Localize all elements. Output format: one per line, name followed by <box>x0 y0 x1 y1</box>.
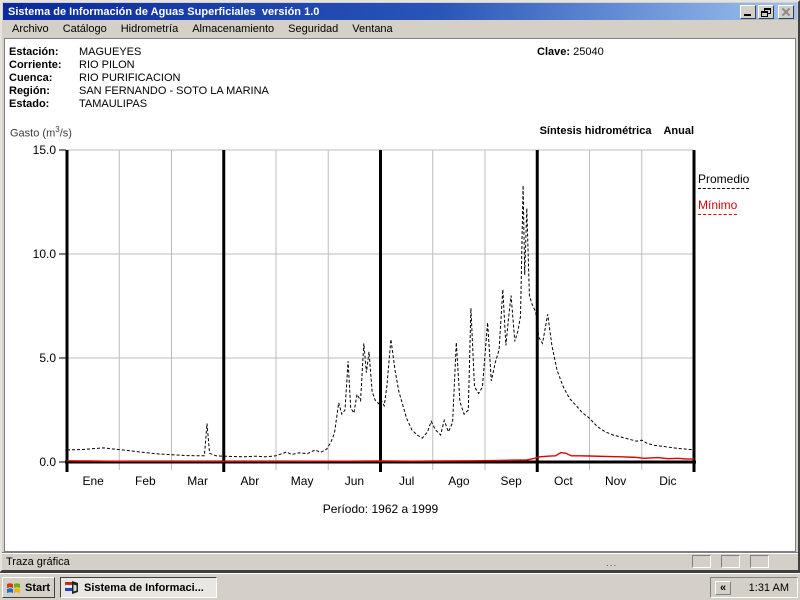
taskbar-clock: 1:31 AM <box>748 581 789 594</box>
flow-chart: 0.0 5.0 10.0 15.0 Ene Feb Mar Abr May Jun Jul Ago Se… <box>33 143 696 488</box>
start-label: Start <box>25 581 51 594</box>
cuenca-value: RIO PURIFICACION <box>79 72 181 84</box>
svg-text:May: May <box>291 474 314 488</box>
minimize-icon <box>744 13 751 16</box>
svg-text:5.0: 5.0 <box>39 351 56 365</box>
estacion-value: MAGUEYES <box>79 46 142 58</box>
svg-text:Jun: Jun <box>345 474 364 488</box>
info-row-corriente: Corriente: RIO PILON <box>9 59 135 71</box>
window-title: Sistema de Información de Aguas Superfic… <box>8 5 320 18</box>
region-value: SAN FERNANDO - SOTO LA MARINA <box>79 85 269 97</box>
start-button[interactable]: Start <box>2 577 55 598</box>
info-row-cuenca: Cuenca: RIO PURIFICACION <box>9 72 181 84</box>
statusbar-grip-dots: ... <box>606 558 618 569</box>
chart-title: Síntesis hidrométrica Anual <box>539 125 694 137</box>
system-tray: « 1:31 AM <box>710 577 798 598</box>
close-button[interactable] <box>778 4 794 19</box>
svg-text:Mar: Mar <box>187 474 208 488</box>
menu-bar: Archivo Catálogo Hidrometría Almacenamie… <box>3 20 797 38</box>
svg-text:Sep: Sep <box>500 474 522 488</box>
status-panel-1 <box>692 555 711 568</box>
status-panel-2 <box>721 555 740 568</box>
svg-text:15.0: 15.0 <box>33 143 57 157</box>
document-area: Estación: MAGUEYES Corriente: RIO PILON Cu… <box>4 38 796 552</box>
menu-almacenamiento[interactable]: Almacenamiento <box>192 23 275 35</box>
taskbar-task-sistema[interactable]: Sistema de Informaci... <box>60 577 217 598</box>
status-bar: Traza gráfica ... <box>2 552 798 570</box>
clave-value: 25040 <box>573 46 604 58</box>
info-row-estado: Estado: TAMAULIPAS <box>9 98 148 110</box>
corriente-value: RIO PILON <box>79 59 135 71</box>
svg-text:Jul: Jul <box>399 474 414 488</box>
status-panel-3 <box>750 555 769 568</box>
info-row-region: Región: SAN FERNANDO - SOTO LA MARINA <box>9 85 269 97</box>
svg-text:Ago: Ago <box>448 474 470 488</box>
svg-text:Nov: Nov <box>605 474 626 488</box>
info-row-estacion: Estación: MAGUEYES <box>9 46 142 58</box>
menu-hidrometria[interactable]: Hidrometría <box>120 23 179 35</box>
svg-text:0.0: 0.0 <box>39 455 56 469</box>
y-axis-title: Gasto (m3/s) <box>10 125 72 140</box>
menu-archivo[interactable]: Archivo <box>12 23 49 35</box>
svg-text:10.0: 10.0 <box>33 247 57 261</box>
menu-seguridad[interactable]: Seguridad <box>288 23 339 35</box>
svg-text:Abr: Abr <box>241 474 260 488</box>
svg-text:Oct: Oct <box>554 474 573 488</box>
taskbar: Start Sistema de Informaci... « 1:31 AM <box>0 572 800 600</box>
window-controls <box>740 4 797 19</box>
task-label: Sistema de Informaci... <box>84 581 204 594</box>
chart-legend: Promedio Mínimo <box>698 170 750 222</box>
tray-expand-chevron[interactable]: « <box>715 580 732 595</box>
station-info-panel: Estación: MAGUEYES Corriente: RIO PILON Cu… <box>9 46 269 111</box>
clave-field: Clave: 25040 <box>537 46 604 58</box>
restore-button[interactable] <box>758 4 774 19</box>
status-text: Traza gráfica <box>6 556 70 568</box>
menu-ventana[interactable]: Ventana <box>352 23 393 35</box>
minimize-button[interactable] <box>740 4 756 19</box>
menu-catalogo[interactable]: Catálogo <box>62 23 107 35</box>
svg-text:Dic: Dic <box>659 474 676 488</box>
svg-text:Feb: Feb <box>135 474 156 488</box>
windows-logo-icon <box>7 582 20 593</box>
app-window: Sistema de Información de Aguas Superfic… <box>0 0 800 572</box>
app-icon <box>65 581 78 594</box>
svg-text:Ene: Ene <box>82 474 104 488</box>
legend-minimo: Mínimo <box>698 196 749 215</box>
legend-promedio: Promedio <box>698 170 750 189</box>
estado-value: TAMAULIPAS <box>79 98 148 110</box>
period-label: Período: 1962 a 1999 <box>322 502 439 516</box>
title-bar[interactable]: Sistema de Información de Aguas Superfic… <box>3 3 797 20</box>
